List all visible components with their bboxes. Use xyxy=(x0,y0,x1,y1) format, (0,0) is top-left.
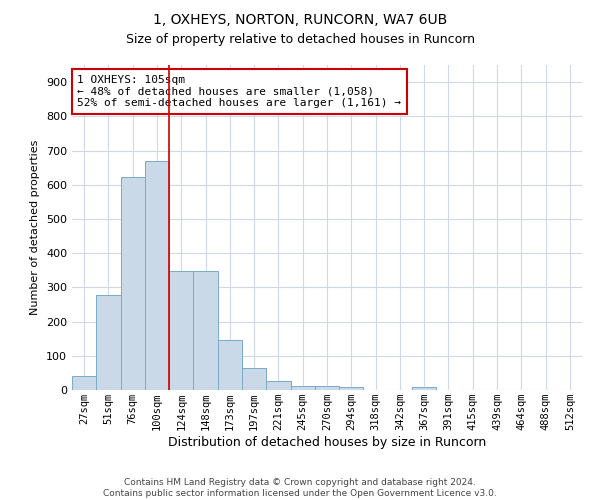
Text: Size of property relative to detached houses in Runcorn: Size of property relative to detached ho… xyxy=(125,32,475,46)
Bar xyxy=(72,376,96,390)
Text: Contains HM Land Registry data © Crown copyright and database right 2024.
Contai: Contains HM Land Registry data © Crown c… xyxy=(103,478,497,498)
Bar xyxy=(218,340,242,390)
Bar xyxy=(315,386,339,390)
Text: 1 OXHEYS: 105sqm
← 48% of detached houses are smaller (1,058)
52% of semi-detach: 1 OXHEYS: 105sqm ← 48% of detached house… xyxy=(77,74,401,108)
Bar xyxy=(242,368,266,390)
Bar xyxy=(121,177,145,390)
Bar xyxy=(96,295,121,390)
Y-axis label: Number of detached properties: Number of detached properties xyxy=(31,140,40,315)
Bar xyxy=(412,388,436,390)
Bar xyxy=(290,386,315,390)
Bar xyxy=(145,162,169,390)
X-axis label: Distribution of detached houses by size in Runcorn: Distribution of detached houses by size … xyxy=(168,436,486,449)
Bar xyxy=(169,271,193,390)
Bar xyxy=(266,381,290,390)
Bar xyxy=(339,386,364,390)
Text: 1, OXHEYS, NORTON, RUNCORN, WA7 6UB: 1, OXHEYS, NORTON, RUNCORN, WA7 6UB xyxy=(153,12,447,26)
Bar xyxy=(193,271,218,390)
